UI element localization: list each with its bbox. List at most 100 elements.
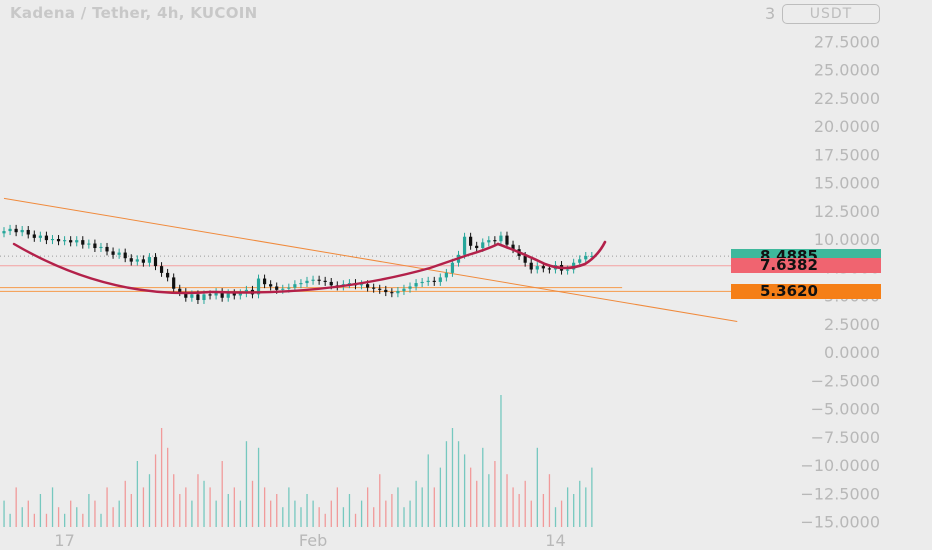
candle-body: [178, 288, 182, 293]
cup-curve-left: [12, 242, 500, 295]
volume-bar: [494, 461, 496, 527]
volume-bar: [421, 487, 423, 527]
volume-bar: [70, 500, 72, 527]
candle-body: [287, 287, 291, 289]
volume-bar: [142, 487, 145, 527]
candle-body: [135, 259, 139, 262]
volume-bar: [385, 500, 387, 527]
candle-body: [499, 235, 503, 242]
volume-bar: [512, 487, 514, 527]
candle-body: [190, 294, 194, 298]
y-tick-label: 20.0000: [814, 117, 880, 136]
volume-bar: [197, 474, 199, 527]
volume-bar: [457, 441, 460, 527]
x-tick-label: 14: [545, 531, 565, 550]
volume-bar: [76, 507, 78, 527]
volume-bar: [573, 494, 575, 527]
volume-bar: [391, 494, 393, 527]
volume-bar: [112, 507, 114, 527]
volume-bar: [167, 447, 169, 527]
volume-bar: [118, 500, 120, 527]
volume-bar: [94, 500, 96, 527]
descending-trendline: [3, 197, 738, 322]
y-tick-label: 15.0000: [814, 174, 880, 193]
volume-bar: [476, 480, 478, 527]
candle-body: [378, 288, 382, 290]
candle-body: [547, 268, 551, 270]
candle-body: [269, 284, 273, 287]
volume-bar: [427, 454, 429, 527]
volume-bar: [500, 395, 502, 527]
candle-body: [111, 251, 115, 255]
volume-bar: [506, 474, 508, 527]
volume-bar: [294, 500, 296, 527]
candle-body: [493, 240, 497, 242]
candle-body: [238, 293, 242, 296]
volume-bar: [300, 507, 302, 527]
volume-bar: [542, 494, 545, 527]
candle-series: [2, 224, 594, 304]
candle-body: [432, 280, 436, 282]
candle-body: [347, 283, 352, 285]
volume-bar: [3, 500, 5, 527]
volume-bar: [439, 467, 442, 527]
volume-bar: [57, 507, 60, 527]
volume-series: [3, 395, 593, 527]
volume-bar: [39, 494, 42, 527]
candle-body: [541, 266, 545, 269]
candle-body: [450, 262, 455, 273]
candle-body: [32, 234, 36, 238]
candle-body: [408, 286, 412, 289]
candle-body: [87, 243, 91, 245]
candle-body: [226, 293, 230, 298]
candle-body: [329, 281, 333, 286]
candle-body: [220, 292, 224, 298]
candle-body: [256, 278, 261, 295]
candle-body: [299, 283, 303, 285]
volume-bar: [130, 494, 132, 527]
volume-bar: [15, 487, 17, 527]
candle-body: [511, 244, 515, 250]
candle-body: [38, 235, 42, 238]
y-tick-label: 27.5000: [814, 32, 880, 51]
candle-body: [444, 272, 448, 278]
candle-body: [214, 292, 218, 296]
currency-selector[interactable]: USDT: [782, 4, 880, 24]
volume-bar: [470, 467, 472, 527]
candle-body: [426, 280, 430, 282]
x-axis[interactable]: 17 Feb 14: [54, 531, 565, 550]
candle-body: [123, 252, 127, 259]
volume-bar: [209, 487, 211, 527]
volume-bar: [51, 487, 54, 527]
candle-body: [565, 269, 570, 271]
volume-bar: [560, 500, 563, 527]
volume-bar: [257, 447, 260, 527]
volume-bar: [245, 441, 248, 527]
candle-body: [202, 294, 206, 301]
candle-body: [293, 284, 297, 288]
candle-body: [14, 228, 18, 233]
volume-bar: [64, 513, 66, 527]
candle-body: [384, 289, 388, 293]
volume-bar: [227, 494, 229, 527]
candle-body: [462, 236, 467, 255]
y-tick-label: −5.0000: [811, 400, 880, 419]
candle-body: [281, 288, 285, 290]
volume-bar: [348, 494, 351, 527]
candle-body: [487, 240, 491, 243]
volume-bar: [403, 507, 405, 527]
volume-bar: [451, 428, 454, 527]
chart-title: Kadena / Tether, 4h, KUCOIN: [10, 4, 258, 22]
volume-bar: [9, 513, 11, 527]
volume-bar: [148, 474, 151, 527]
volume-bar: [397, 487, 399, 527]
candle-body: [535, 266, 539, 270]
volume-bar: [324, 513, 326, 527]
candle-body: [590, 255, 594, 257]
volume-bar: [154, 454, 157, 527]
volume-bar: [548, 474, 551, 527]
candle-body: [93, 243, 97, 249]
volume-bar: [106, 487, 108, 527]
